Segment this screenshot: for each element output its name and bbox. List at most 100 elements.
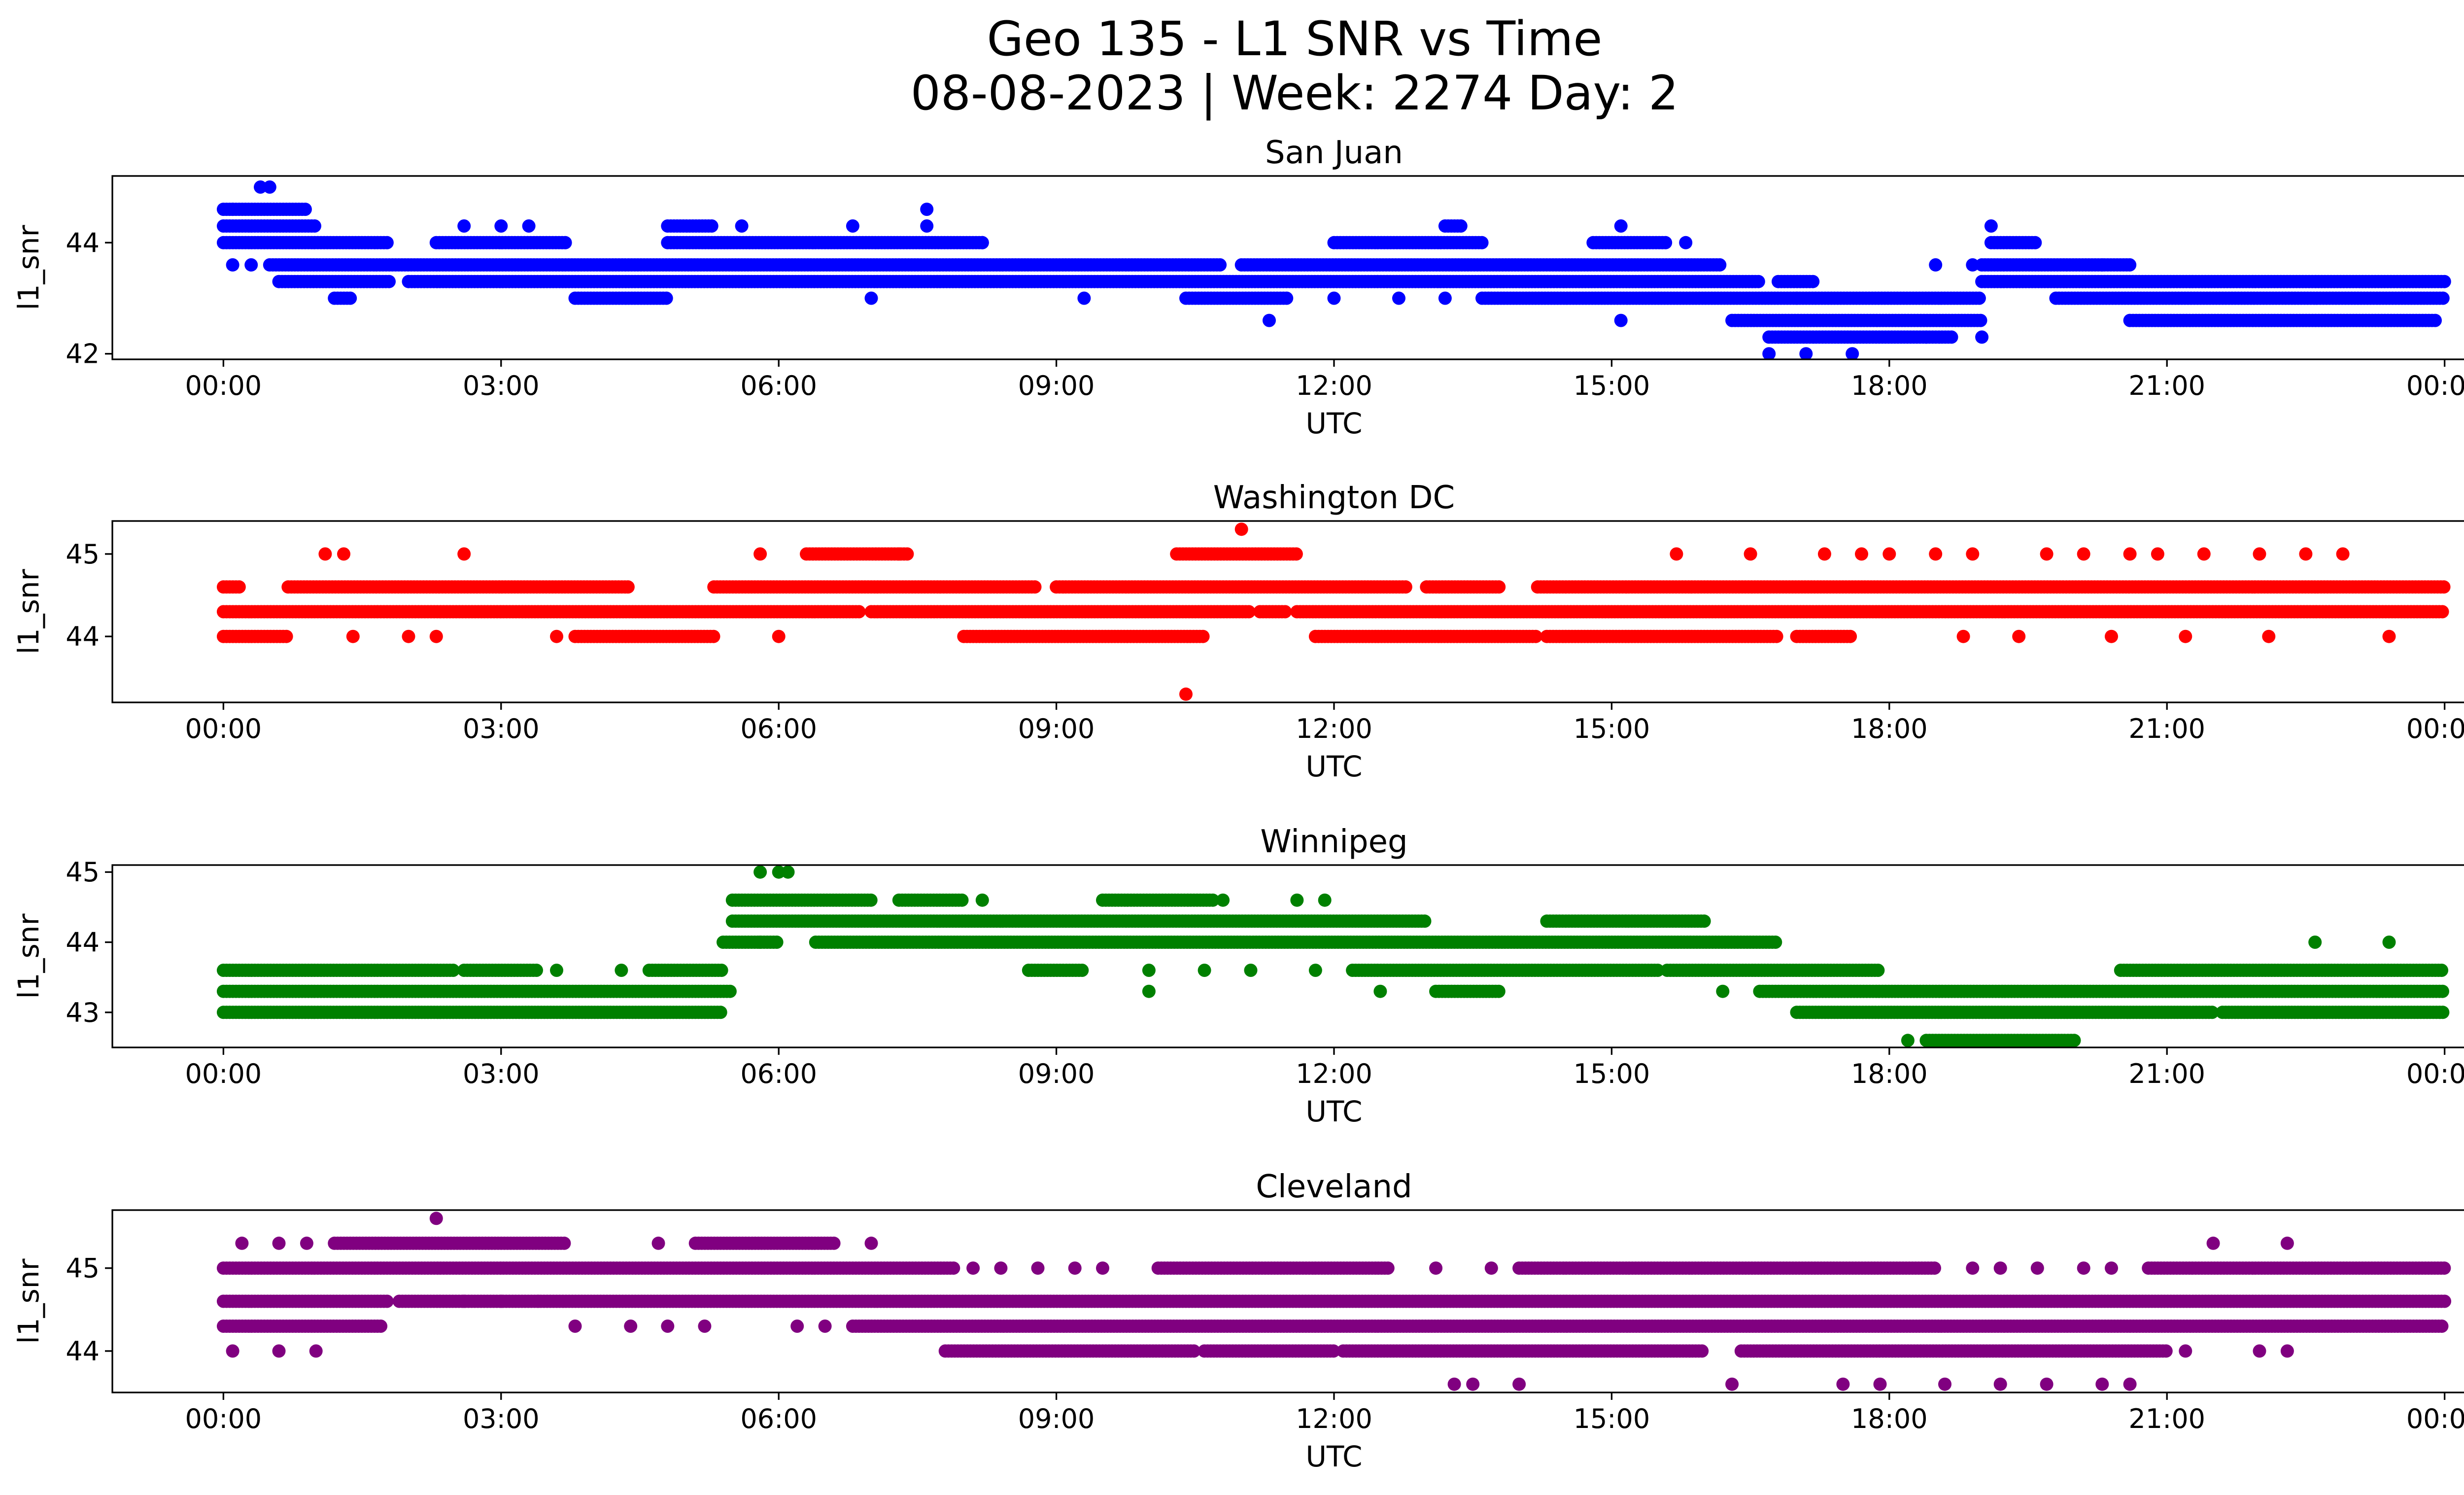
data-point	[1529, 629, 1542, 643]
x-tick-label: 03:00	[463, 713, 540, 744]
data-point	[382, 275, 396, 288]
y-axis-label: l1_snr	[12, 225, 45, 310]
data-point	[494, 219, 508, 233]
data-point	[1966, 547, 1980, 561]
figure-title-line2: 08-08-2023 | Week: 2274 Day: 2	[911, 66, 1679, 121]
data-point	[1418, 914, 1432, 928]
data-point	[1280, 291, 1294, 305]
x-tick-label: 21:00	[2128, 370, 2205, 401]
data-point	[558, 236, 572, 249]
data-point	[2382, 629, 2396, 643]
data-point	[2435, 605, 2449, 619]
data-point	[1075, 964, 1089, 977]
data-point	[1179, 687, 1193, 701]
x-tick-label: 06:00	[740, 370, 817, 401]
data-point	[955, 893, 969, 907]
data-point	[2436, 291, 2450, 305]
data-point	[1242, 605, 1256, 619]
x-tick-label: 12:00	[1296, 713, 1372, 744]
data-point	[380, 236, 394, 249]
data-point	[753, 547, 767, 561]
x-axis-label: UTC	[1306, 750, 1363, 783]
x-tick-label: 00:00	[2406, 370, 2464, 401]
x-axis-label: UTC	[1306, 407, 1363, 440]
data-point	[1454, 219, 1468, 233]
data-point	[2040, 547, 2053, 561]
data-point	[1713, 258, 1727, 272]
data-point	[707, 629, 720, 643]
data-point	[429, 629, 443, 643]
data-point	[1679, 236, 1693, 249]
data-point	[1289, 547, 1303, 561]
data-point	[735, 219, 749, 233]
data-point	[346, 629, 360, 643]
data-point	[1972, 291, 1986, 305]
data-point	[1196, 629, 1210, 643]
data-point	[2105, 629, 2118, 643]
data-point	[2299, 547, 2313, 561]
data-point	[1882, 547, 1896, 561]
data-point	[522, 219, 536, 233]
data-point	[1697, 914, 1711, 928]
data-point	[852, 605, 866, 619]
data-point	[1659, 236, 1673, 249]
data-point	[1751, 275, 1765, 288]
data-point	[1855, 547, 1868, 561]
data-point	[1744, 547, 1757, 561]
data-point	[864, 893, 878, 907]
x-tick-label: 06:00	[740, 713, 817, 744]
data-point	[1438, 291, 1452, 305]
data-point	[892, 547, 906, 561]
data-point	[659, 291, 673, 305]
data-series	[216, 180, 2451, 359]
subplot-title: Washington DC	[1213, 480, 1455, 516]
data-point	[1769, 936, 1782, 949]
data-point	[1966, 258, 1980, 272]
data-point	[1956, 629, 1970, 643]
data-point	[1929, 258, 1943, 272]
x-tick-label: 09:00	[1018, 370, 1095, 401]
subplot-panels: San Juan 00:00 03:00 06:00 09:00 12:00 15:00 18…	[12, 135, 2464, 1473]
x-tick-label: 18:00	[1851, 713, 1928, 744]
data-point	[530, 964, 543, 977]
data-point	[2095, 258, 2109, 272]
x-tick-label: 15:00	[1574, 370, 1650, 401]
data-point	[1871, 964, 1885, 977]
x-tick-label: 18:00	[1851, 370, 1928, 401]
data-point	[1975, 330, 1989, 344]
figure-title-line1: Geo 135 - L1 SNR vs Time	[987, 11, 1603, 67]
data-point	[318, 547, 332, 561]
data-point	[1475, 236, 1489, 249]
data-point	[457, 547, 471, 561]
x-tick-label: 00:00	[185, 713, 262, 744]
data-point	[1492, 580, 1506, 594]
x-tick-label: 21:00	[2128, 713, 2205, 744]
data-point	[1762, 347, 1776, 359]
x-tick-label: 00:00	[2406, 713, 2464, 744]
data-point	[446, 964, 460, 977]
data-point	[2437, 275, 2451, 288]
data-point	[457, 219, 471, 233]
data-series	[216, 522, 2451, 701]
data-point	[1945, 330, 1958, 344]
y-tick-label: 45	[66, 539, 100, 570]
subplot-title: San Juan	[1265, 135, 1403, 171]
data-point	[1844, 629, 1857, 643]
data-point	[772, 629, 786, 643]
data-point	[2253, 547, 2266, 561]
data-point	[2429, 313, 2442, 327]
x-tick-label: 12:00	[1296, 370, 1372, 401]
data-point	[244, 258, 258, 272]
subplot-title: Winnipeg	[1260, 824, 1407, 860]
data-point	[2123, 258, 2137, 272]
data-point	[1614, 219, 1628, 233]
data-point	[1392, 291, 1405, 305]
data-point	[621, 580, 635, 594]
x-tick-label: 09:00	[1018, 713, 1095, 744]
x-tick-label: 00:00	[185, 370, 262, 401]
data-point	[1817, 547, 1831, 561]
data-point	[846, 219, 859, 233]
data-point	[254, 180, 267, 194]
